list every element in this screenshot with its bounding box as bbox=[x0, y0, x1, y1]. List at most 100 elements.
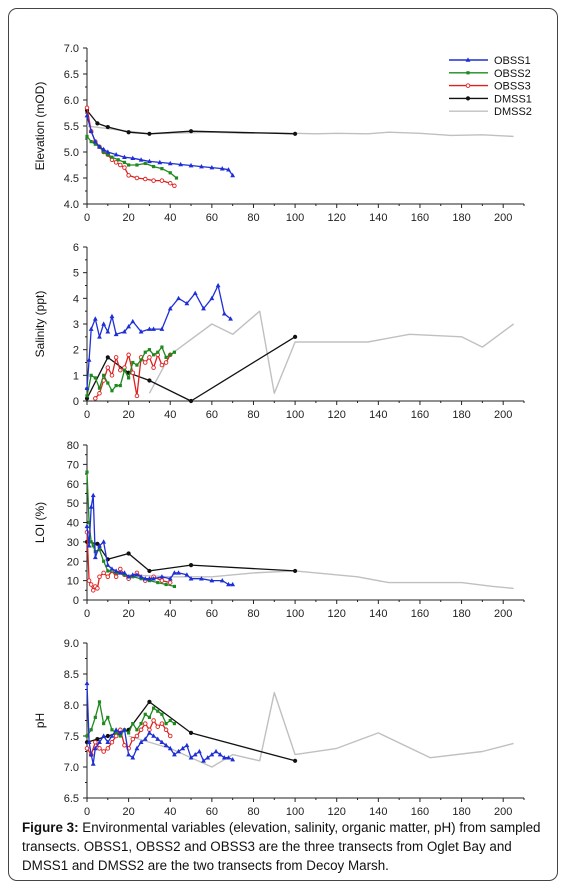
data-point bbox=[151, 576, 156, 581]
x-tick-label: 60 bbox=[206, 608, 218, 620]
data-point bbox=[105, 574, 111, 580]
data-point bbox=[226, 755, 231, 760]
y-tick-label: 7.0 bbox=[64, 43, 79, 55]
data-point bbox=[178, 161, 184, 167]
data-point bbox=[134, 745, 140, 751]
x-tick-label: 160 bbox=[411, 212, 429, 224]
x-tick-label: 160 bbox=[411, 806, 429, 818]
data-point bbox=[147, 131, 152, 136]
x-tick-label: 120 bbox=[328, 608, 346, 620]
data-point bbox=[147, 699, 152, 705]
data-point bbox=[122, 727, 127, 732]
data-point bbox=[97, 746, 102, 751]
figure-caption: Figure 3: Environmental variables (eleva… bbox=[22, 818, 550, 875]
data-point bbox=[219, 578, 225, 583]
data-point bbox=[113, 727, 119, 732]
data-point bbox=[134, 733, 140, 739]
legend-item-obss2: OBSS2 bbox=[449, 68, 531, 80]
data-point bbox=[160, 167, 164, 171]
data-point bbox=[114, 571, 118, 575]
data-point bbox=[167, 733, 173, 739]
y-tick-label: 6.0 bbox=[64, 95, 79, 107]
data-point bbox=[126, 130, 131, 135]
data-point bbox=[97, 334, 102, 339]
data-point bbox=[217, 752, 223, 757]
data-point bbox=[159, 178, 165, 183]
series-obss1 bbox=[84, 282, 233, 390]
data-point bbox=[92, 554, 98, 560]
data-point bbox=[86, 739, 92, 744]
data-point bbox=[151, 326, 156, 331]
chart-panel-3: 0 10 20 30 40 50 60 70 80 0 20 40 60 80 100 120 140 160 18… bbox=[33, 440, 525, 620]
data-point bbox=[109, 566, 115, 571]
data-point bbox=[113, 568, 119, 573]
y-tick-label: 10 bbox=[67, 576, 79, 588]
data-point bbox=[147, 715, 152, 719]
data-point bbox=[221, 755, 227, 760]
x-tick-label: 100 bbox=[286, 212, 304, 224]
data-point bbox=[130, 572, 136, 577]
data-point bbox=[118, 367, 123, 373]
data-point bbox=[118, 734, 122, 738]
x-tick-label: 140 bbox=[369, 212, 387, 224]
data-point bbox=[95, 737, 100, 742]
data-point bbox=[138, 727, 144, 733]
data-point bbox=[172, 752, 177, 757]
data-point bbox=[157, 159, 163, 165]
x-tick-label: 120 bbox=[328, 212, 346, 224]
data-point bbox=[164, 582, 168, 587]
data-point bbox=[151, 706, 156, 710]
y-tick-label: 6 bbox=[73, 242, 79, 254]
data-point bbox=[172, 570, 177, 575]
y-axis-title: LOI (%) bbox=[33, 502, 47, 543]
data-point bbox=[147, 355, 152, 360]
data-point bbox=[102, 150, 106, 154]
data-point bbox=[106, 381, 110, 385]
data-point bbox=[84, 113, 90, 118]
y-tick-label: 5.0 bbox=[64, 147, 79, 159]
data-point bbox=[102, 559, 106, 563]
data-point bbox=[168, 171, 172, 175]
x-tick-label: 0 bbox=[84, 212, 90, 224]
series-obss1 bbox=[84, 113, 236, 178]
y-tick-label: 9.0 bbox=[64, 638, 79, 650]
data-point bbox=[126, 173, 131, 178]
data-point bbox=[102, 722, 106, 726]
x-tick-label: 100 bbox=[286, 806, 304, 818]
data-point bbox=[201, 758, 206, 763]
data-point bbox=[164, 722, 168, 726]
data-point bbox=[89, 540, 93, 544]
x-tick-label: 140 bbox=[369, 409, 387, 421]
data-point bbox=[172, 722, 176, 726]
x-tick-label: 80 bbox=[247, 608, 259, 620]
data-point bbox=[85, 734, 89, 738]
data-point bbox=[126, 323, 132, 329]
data-point bbox=[168, 353, 172, 357]
data-point bbox=[105, 562, 111, 567]
x-tick-label: 40 bbox=[164, 806, 176, 818]
data-point bbox=[95, 586, 100, 591]
y-axis-title: Elevation (mOD) bbox=[33, 82, 47, 171]
data-point bbox=[122, 570, 127, 575]
data-point bbox=[151, 365, 156, 370]
data-point bbox=[92, 745, 98, 751]
data-point bbox=[188, 162, 194, 168]
data-point bbox=[167, 576, 173, 581]
data-point bbox=[167, 580, 173, 585]
data-point bbox=[92, 139, 98, 144]
data-point bbox=[180, 745, 186, 751]
data-point bbox=[93, 376, 97, 380]
x-tick-label: 180 bbox=[452, 212, 470, 224]
data-point bbox=[113, 355, 119, 360]
data-point bbox=[167, 306, 173, 311]
x-tick-label: 100 bbox=[286, 409, 304, 421]
data-point bbox=[147, 730, 152, 735]
figure-card bbox=[8, 8, 558, 881]
data-point bbox=[93, 396, 98, 401]
data-point bbox=[106, 715, 110, 719]
data-point bbox=[292, 131, 298, 136]
series-dmss1 bbox=[84, 539, 298, 574]
data-point bbox=[109, 733, 115, 738]
data-point bbox=[88, 504, 94, 509]
